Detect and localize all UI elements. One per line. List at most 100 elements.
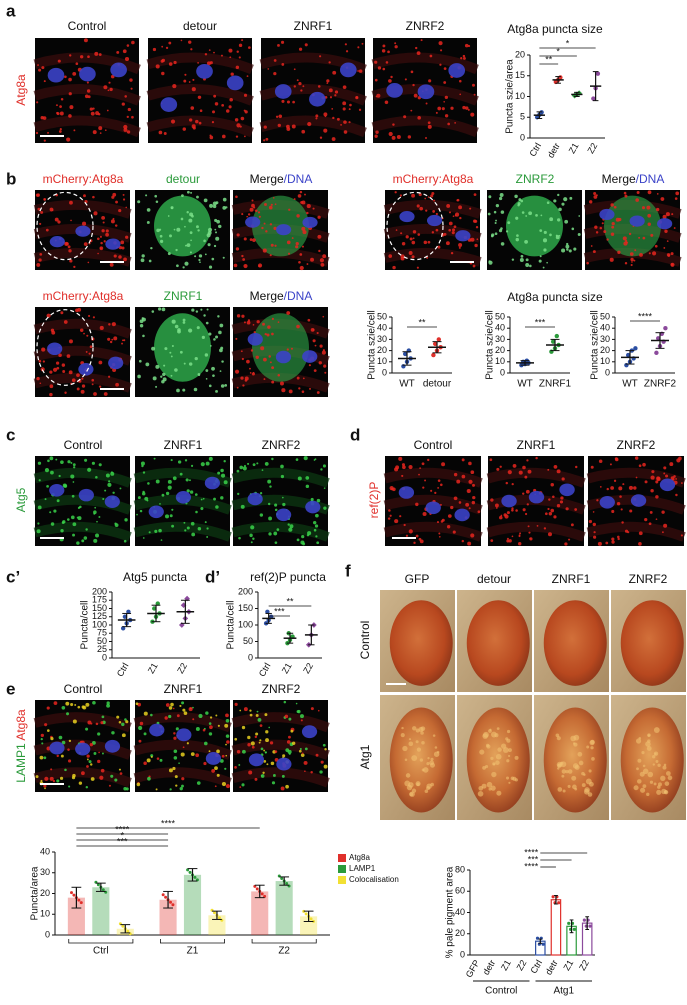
puncta — [167, 215, 170, 217]
puncta — [225, 734, 230, 738]
puncta — [279, 381, 284, 386]
puncta — [650, 233, 654, 237]
puncta — [300, 200, 304, 204]
puncta — [592, 522, 596, 527]
expressing-cell — [154, 313, 211, 382]
puncta — [85, 350, 88, 353]
puncta — [553, 515, 557, 519]
puncta — [164, 347, 168, 351]
puncta — [78, 781, 83, 785]
puncta — [207, 227, 213, 232]
puncta — [647, 190, 652, 195]
puncta — [456, 198, 460, 202]
puncta — [114, 778, 118, 782]
puncta — [81, 221, 87, 226]
legend-swatch — [338, 865, 346, 873]
puncta — [173, 228, 176, 231]
puncta — [249, 713, 253, 717]
puncta — [111, 195, 115, 199]
puncta — [159, 758, 163, 762]
puncta — [409, 237, 413, 241]
puncta — [77, 705, 81, 709]
puncta — [223, 460, 226, 463]
puncta — [422, 486, 425, 489]
puncta — [565, 244, 570, 249]
bar — [159, 899, 177, 935]
puncta — [221, 754, 225, 758]
puncta — [472, 219, 477, 223]
puncta — [489, 458, 493, 462]
pale-area — [561, 774, 565, 778]
puncta — [282, 496, 284, 499]
puncta — [315, 117, 318, 120]
puncta — [309, 387, 312, 390]
puncta — [611, 537, 615, 541]
pale-area — [636, 767, 639, 771]
eye — [466, 600, 530, 686]
puncta — [66, 137, 71, 142]
puncta — [305, 476, 310, 480]
puncta — [299, 265, 304, 271]
puncta — [202, 497, 205, 500]
puncta — [215, 714, 218, 717]
pale-area — [495, 753, 502, 760]
puncta — [318, 249, 321, 253]
puncta — [159, 234, 163, 238]
puncta — [430, 194, 434, 198]
puncta — [206, 527, 209, 530]
puncta — [566, 242, 569, 246]
pale-area — [581, 771, 585, 776]
puncta — [430, 489, 433, 492]
pale-area — [506, 729, 511, 734]
y-tick-label: 50 — [495, 311, 505, 321]
y-tick-label: 175 — [92, 595, 107, 605]
puncta — [224, 383, 228, 387]
puncta — [375, 95, 378, 98]
puncta — [588, 519, 593, 524]
puncta — [238, 43, 243, 48]
column-label: detour — [166, 172, 200, 186]
puncta — [506, 537, 509, 540]
puncta — [73, 466, 76, 469]
nucleus — [110, 62, 127, 78]
puncta — [86, 334, 89, 337]
puncta — [649, 510, 653, 514]
puncta — [387, 517, 391, 520]
puncta — [262, 357, 267, 362]
cell-outline — [133, 739, 232, 760]
puncta — [146, 758, 151, 763]
puncta — [548, 512, 553, 516]
pale-area — [572, 784, 577, 790]
puncta — [52, 367, 58, 372]
puncta — [556, 504, 561, 508]
puncta — [105, 232, 109, 237]
puncta — [319, 258, 325, 263]
data-point — [436, 337, 441, 342]
puncta — [634, 456, 639, 460]
puncta — [205, 321, 209, 325]
puncta — [511, 535, 514, 538]
y-tick-label: 50 — [97, 636, 107, 646]
puncta — [187, 190, 190, 194]
y-tick-label: 0 — [248, 652, 253, 662]
puncta — [194, 493, 198, 496]
nucleus — [599, 495, 615, 509]
micrograph — [33, 700, 132, 792]
puncta — [256, 462, 259, 465]
puncta — [178, 762, 180, 765]
puncta — [403, 523, 406, 527]
nucleus — [78, 488, 94, 502]
puncta — [664, 229, 668, 233]
puncta — [205, 369, 209, 372]
puncta — [173, 749, 178, 754]
puncta — [64, 75, 67, 79]
puncta — [155, 200, 159, 203]
significance: ** — [286, 596, 294, 606]
puncta — [283, 700, 287, 704]
puncta — [670, 263, 674, 266]
puncta — [495, 507, 498, 509]
puncta — [123, 539, 127, 543]
puncta — [323, 128, 328, 133]
puncta — [300, 719, 303, 722]
puncta — [147, 776, 151, 781]
